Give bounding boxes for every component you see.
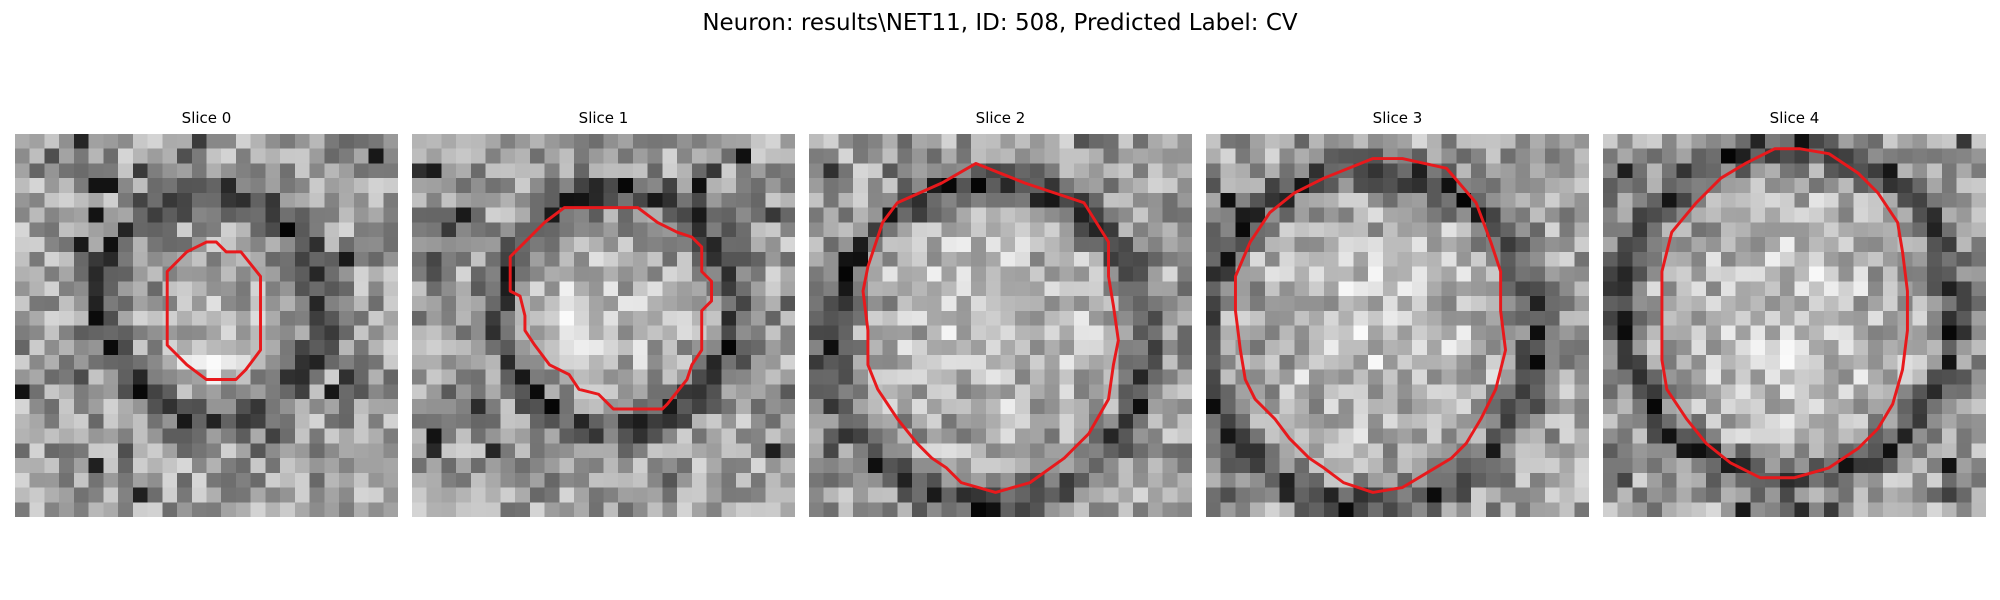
panel-slice-0: Slice 0 [15, 108, 398, 517]
microscopy-slice [809, 134, 1192, 517]
microscopy-slice [412, 134, 795, 517]
panel-slice-3: Slice 3 [1206, 108, 1589, 517]
slice-image [1603, 134, 1986, 517]
slice-image [809, 134, 1192, 517]
segmentation-contour [861, 161, 1120, 494]
panel-title: Slice 4 [1769, 109, 1820, 127]
segmentation-contour [508, 206, 713, 411]
pixel-grid [412, 134, 795, 517]
pixel-grid [1206, 134, 1589, 517]
panel-slice-2: Slice 2 [809, 108, 1192, 517]
panel-title: Slice 1 [578, 109, 629, 127]
panel-title: Slice 2 [975, 109, 1026, 127]
pixel-grid [1603, 134, 1986, 517]
panel-title: Slice 3 [1372, 109, 1423, 127]
segmentation-contour [1233, 157, 1507, 494]
slice-image [412, 134, 795, 517]
figure-title: Neuron: results\NET11, ID: 508, Predicte… [702, 10, 1298, 36]
segmentation-contour [1660, 147, 1909, 480]
panel-slice-4: Slice 4 [1603, 108, 1986, 517]
segmentation-contour [165, 240, 262, 381]
microscopy-slice [1603, 134, 1986, 517]
slice-image [15, 134, 398, 517]
pixel-grid [809, 134, 1192, 517]
panel-slice-1: Slice 1 [412, 108, 795, 517]
slice-image [1206, 134, 1589, 517]
microscopy-slice [1206, 134, 1589, 517]
microscopy-slice [15, 134, 398, 517]
pixel-grid [15, 134, 398, 517]
panel-title: Slice 0 [181, 109, 232, 127]
